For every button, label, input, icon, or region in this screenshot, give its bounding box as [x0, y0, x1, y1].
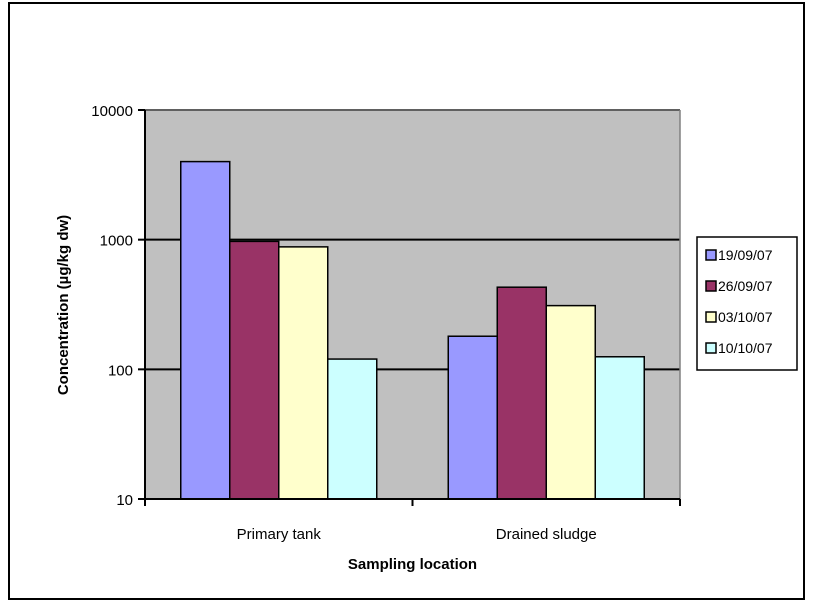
legend-label: 03/10/07 [718, 309, 773, 325]
bar-19-09-07-primary-tank [180, 160, 231, 500]
y-tick-label: 100 [108, 362, 133, 379]
x-category-label: Drained sludge [496, 526, 597, 543]
bar-19-09-07-drained-sludge [447, 335, 498, 500]
legend-swatch [705, 249, 717, 261]
y-tick-label: 10000 [91, 103, 133, 120]
bar-03-10-07-primary-tank [278, 246, 329, 500]
legend-label: 10/10/07 [718, 340, 773, 356]
bar-26-09-07-drained-sludge [496, 286, 547, 500]
y-axis-title-text: Concentration (µg/kg dw) [55, 215, 72, 395]
axes [138, 109, 681, 506]
x-axis-title: Sampling location [348, 556, 477, 573]
legend-swatch [705, 280, 717, 292]
bar-03-10-07-drained-sludge [545, 304, 596, 500]
y-tick-labels: 10 100 1000 10000 [91, 103, 133, 509]
y-tick-label: 10 [116, 492, 133, 509]
legend: 19/09/07 26/09/07 03/10/07 10/10/07 [696, 236, 798, 371]
bars [180, 160, 645, 500]
legend-swatch [705, 311, 717, 323]
y-axis-title: Concentration (µg/kg dw) [55, 215, 72, 395]
legend-label: 26/09/07 [718, 278, 773, 294]
x-category-label: Primary tank [237, 526, 322, 543]
bar-10-10-07-drained-sludge [594, 356, 645, 500]
legend-label: 19/09/07 [718, 247, 773, 263]
legend-swatch [705, 342, 717, 354]
y-tick-label: 1000 [100, 233, 133, 250]
bar-10-10-07-primary-tank [327, 358, 378, 500]
x-category-labels: Primary tank Drained sludge [237, 526, 597, 543]
bar-26-09-07-primary-tank [229, 240, 280, 500]
